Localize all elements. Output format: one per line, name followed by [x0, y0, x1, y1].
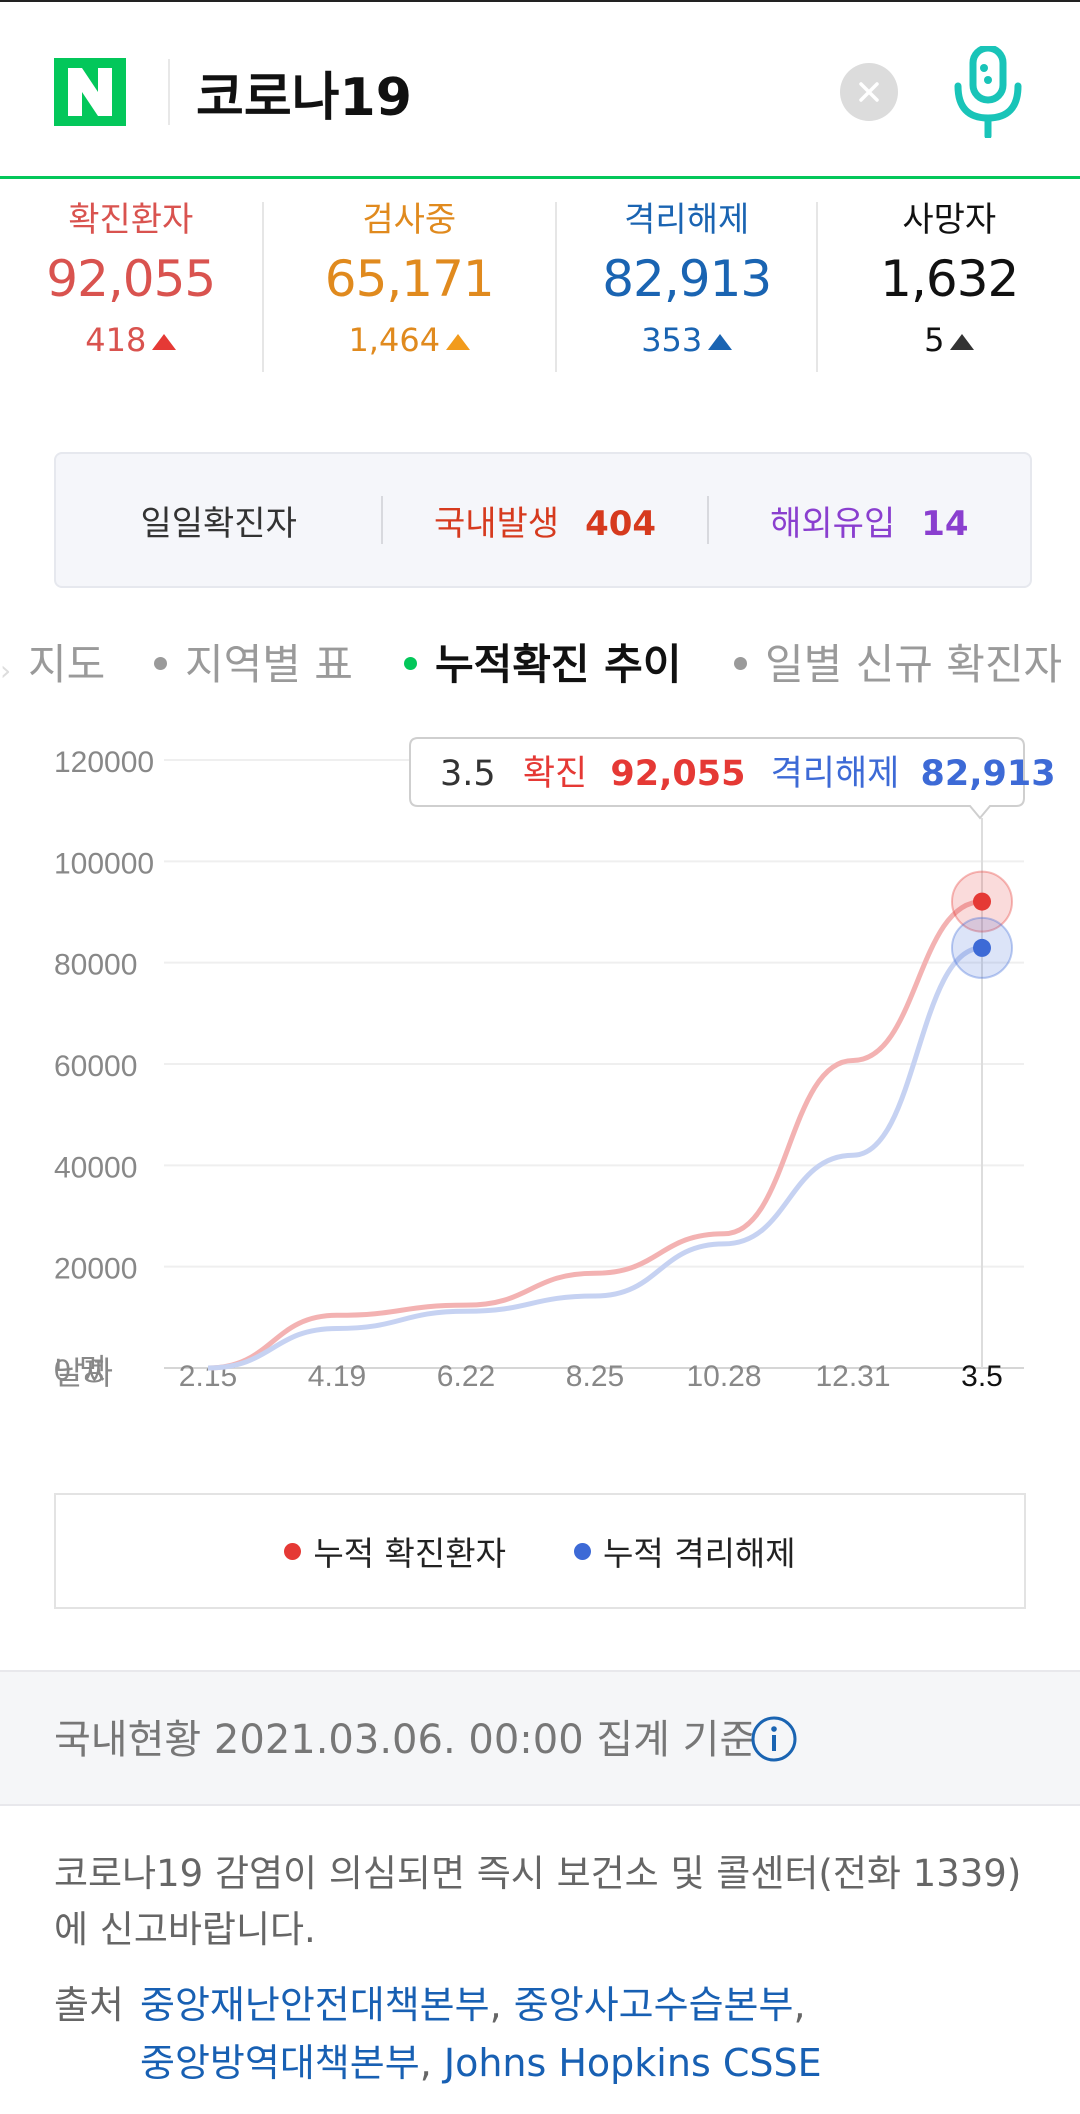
- notice-text: 코로나19 감염이 의심되면 즉시 보건소 및 콜센터(전화 1339)에 신고…: [54, 1852, 1022, 1951]
- legend-label: 누적 격리해제: [603, 1534, 796, 1573]
- x-tick-label: 4.19: [308, 1360, 366, 1393]
- up-triangle-icon: [446, 334, 471, 350]
- stat-delta: 418: [0, 316, 262, 364]
- legend-dot-icon: [574, 1542, 591, 1560]
- chevron-left-icon: ›: [0, 654, 12, 687]
- tab-daily-new[interactable]: 일별 신규 확진자: [734, 630, 1062, 700]
- legend-item-released[interactable]: 누적 격리해제: [574, 1527, 796, 1575]
- stat-label: 격리해제: [624, 200, 750, 240]
- legend-dot-icon: [284, 1542, 302, 1560]
- stat-testing: 검사중 65,171 1,464: [264, 198, 555, 388]
- stat-delta: 1,464: [264, 316, 555, 364]
- data-point: [973, 892, 991, 911]
- svg-text:3.5 확진 92,055: 3.5 확진 92,055 격리해제 82,913: [440, 754, 1056, 794]
- x-tick-label: 3.5: [961, 1360, 1003, 1393]
- x-tick-label: 6.22: [437, 1360, 495, 1393]
- stat-confirmed: 확진환자 92,055 418: [0, 198, 262, 388]
- tab-dot-icon: [404, 657, 417, 670]
- up-triangle-icon: [950, 334, 975, 350]
- x-axis-label: 날짜: [54, 1354, 113, 1392]
- tab-region-table[interactable]: 지역별 표: [154, 630, 353, 700]
- cumulative-chart: 0 명 20000 40000 60000 80000 100000 120000 날짜 2.…: [0, 720, 1080, 1420]
- naver-n-icon: [54, 58, 126, 126]
- daily-divider: [381, 496, 384, 544]
- stat-label: 확진환자: [68, 200, 194, 240]
- series-line: [207, 899, 983, 1371]
- source-label: 출처: [54, 1983, 124, 2027]
- x-tick-label: 10.28: [686, 1360, 761, 1393]
- daily-label: 일일확진자: [140, 503, 297, 544]
- stat-divider: [554, 202, 557, 372]
- chart-tooltip: 3.5 확진 92,055 격리해제 82,913: [409, 737, 1056, 820]
- tab-dot-icon: [734, 657, 747, 670]
- stat-label: 사망자: [902, 200, 997, 240]
- stat-value: 82,913: [602, 250, 772, 308]
- tooltip-confirmed-label: 확진: [523, 754, 587, 794]
- tooltip-released-label: 격리해제: [771, 754, 900, 794]
- stat-value: 1,632: [880, 250, 1019, 308]
- daily-confirmed-box: 일일확진자 국내발생 404 해외유입 14: [54, 452, 1032, 588]
- microphone-icon: [954, 46, 1022, 138]
- tab-map[interactable]: 지도: [28, 640, 106, 689]
- stat-divider: [261, 202, 264, 372]
- legend-label: 누적 확진환자: [313, 1534, 506, 1573]
- close-icon: [859, 82, 879, 102]
- data-point: [973, 938, 991, 957]
- source-links: 중앙재난안전대책본부, 중앙사고수습본부, 중앙방역대책본부, Johns Ho…: [140, 1983, 822, 2085]
- y-tick-label: 40000: [54, 1151, 137, 1184]
- stat-delta: 353: [557, 316, 817, 364]
- up-triangle-icon: [708, 334, 733, 350]
- x-tick-label: 12.31: [815, 1360, 890, 1393]
- source-link[interactable]: Johns Hopkins CSSE: [443, 2041, 822, 2085]
- tooltip-released-value: 82,913: [921, 754, 1056, 794]
- search-divider: [168, 59, 170, 125]
- series-line: [207, 945, 983, 1371]
- source-link[interactable]: 중앙방역대책본부: [140, 2041, 420, 2085]
- source-link[interactable]: 중앙재난안전대책본부: [140, 1983, 490, 2027]
- voice-search-button[interactable]: [950, 46, 1026, 138]
- tooltip-confirmed-value: 92,055: [610, 754, 745, 794]
- y-tick-label: 0 명: [54, 1354, 107, 1387]
- info-icon[interactable]: [750, 1715, 798, 1763]
- basis-text: 국내현황 2021.03.06. 00:00 집계 기준: [54, 1717, 757, 1763]
- clear-search-button[interactable]: [840, 63, 898, 121]
- tooltip-date: 3.5: [440, 754, 496, 794]
- naver-logo[interactable]: [54, 58, 126, 126]
- y-tick-label: 100000: [54, 847, 154, 880]
- source-link[interactable]: 중앙사고수습본부: [513, 1983, 794, 2027]
- x-tick-label: 8.25: [566, 1360, 624, 1393]
- y-tick-label: 80000: [54, 949, 137, 982]
- y-tick-label: 60000: [54, 1050, 137, 1083]
- stat-value: 65,171: [324, 250, 495, 308]
- tab-dot-icon: [154, 657, 167, 670]
- daily-overseas: 해외유입 14: [770, 503, 969, 544]
- daily-domestic: 국내발생 404: [433, 503, 657, 544]
- stat-released: 격리해제 82,913 353: [557, 198, 817, 388]
- up-triangle-icon: [152, 334, 177, 350]
- search-input[interactable]: [196, 50, 796, 134]
- tab-cumulative-trend[interactable]: 누적확진 추이: [404, 630, 681, 700]
- y-tick-label: 20000: [54, 1253, 137, 1286]
- basis-band: 국내현황 2021.03.06. 00:00 집계 기준: [0, 1670, 1080, 1806]
- stat-value: 92,055: [46, 250, 216, 308]
- stat-divider: [816, 202, 819, 372]
- covid-stats: 확진환자 92,055 418 검사중 65,171 1,464 격리해제 82…: [0, 198, 1080, 388]
- chart-tabs: › 지도 지역별 표 누적확진 추이 일별 신규 확진자: [0, 630, 1080, 700]
- y-tick-label: 120000: [54, 746, 154, 779]
- stat-delta: 5: [818, 316, 1080, 364]
- stat-label: 검사중: [362, 200, 457, 240]
- search-bar: [0, 0, 1080, 179]
- legend-item-confirmed[interactable]: 누적 확진환자: [284, 1527, 506, 1575]
- daily-divider: [706, 496, 709, 544]
- chart-legend: 누적 확진환자 누적 격리해제: [54, 1493, 1026, 1609]
- stat-deaths: 사망자 1,632 5: [818, 198, 1080, 388]
